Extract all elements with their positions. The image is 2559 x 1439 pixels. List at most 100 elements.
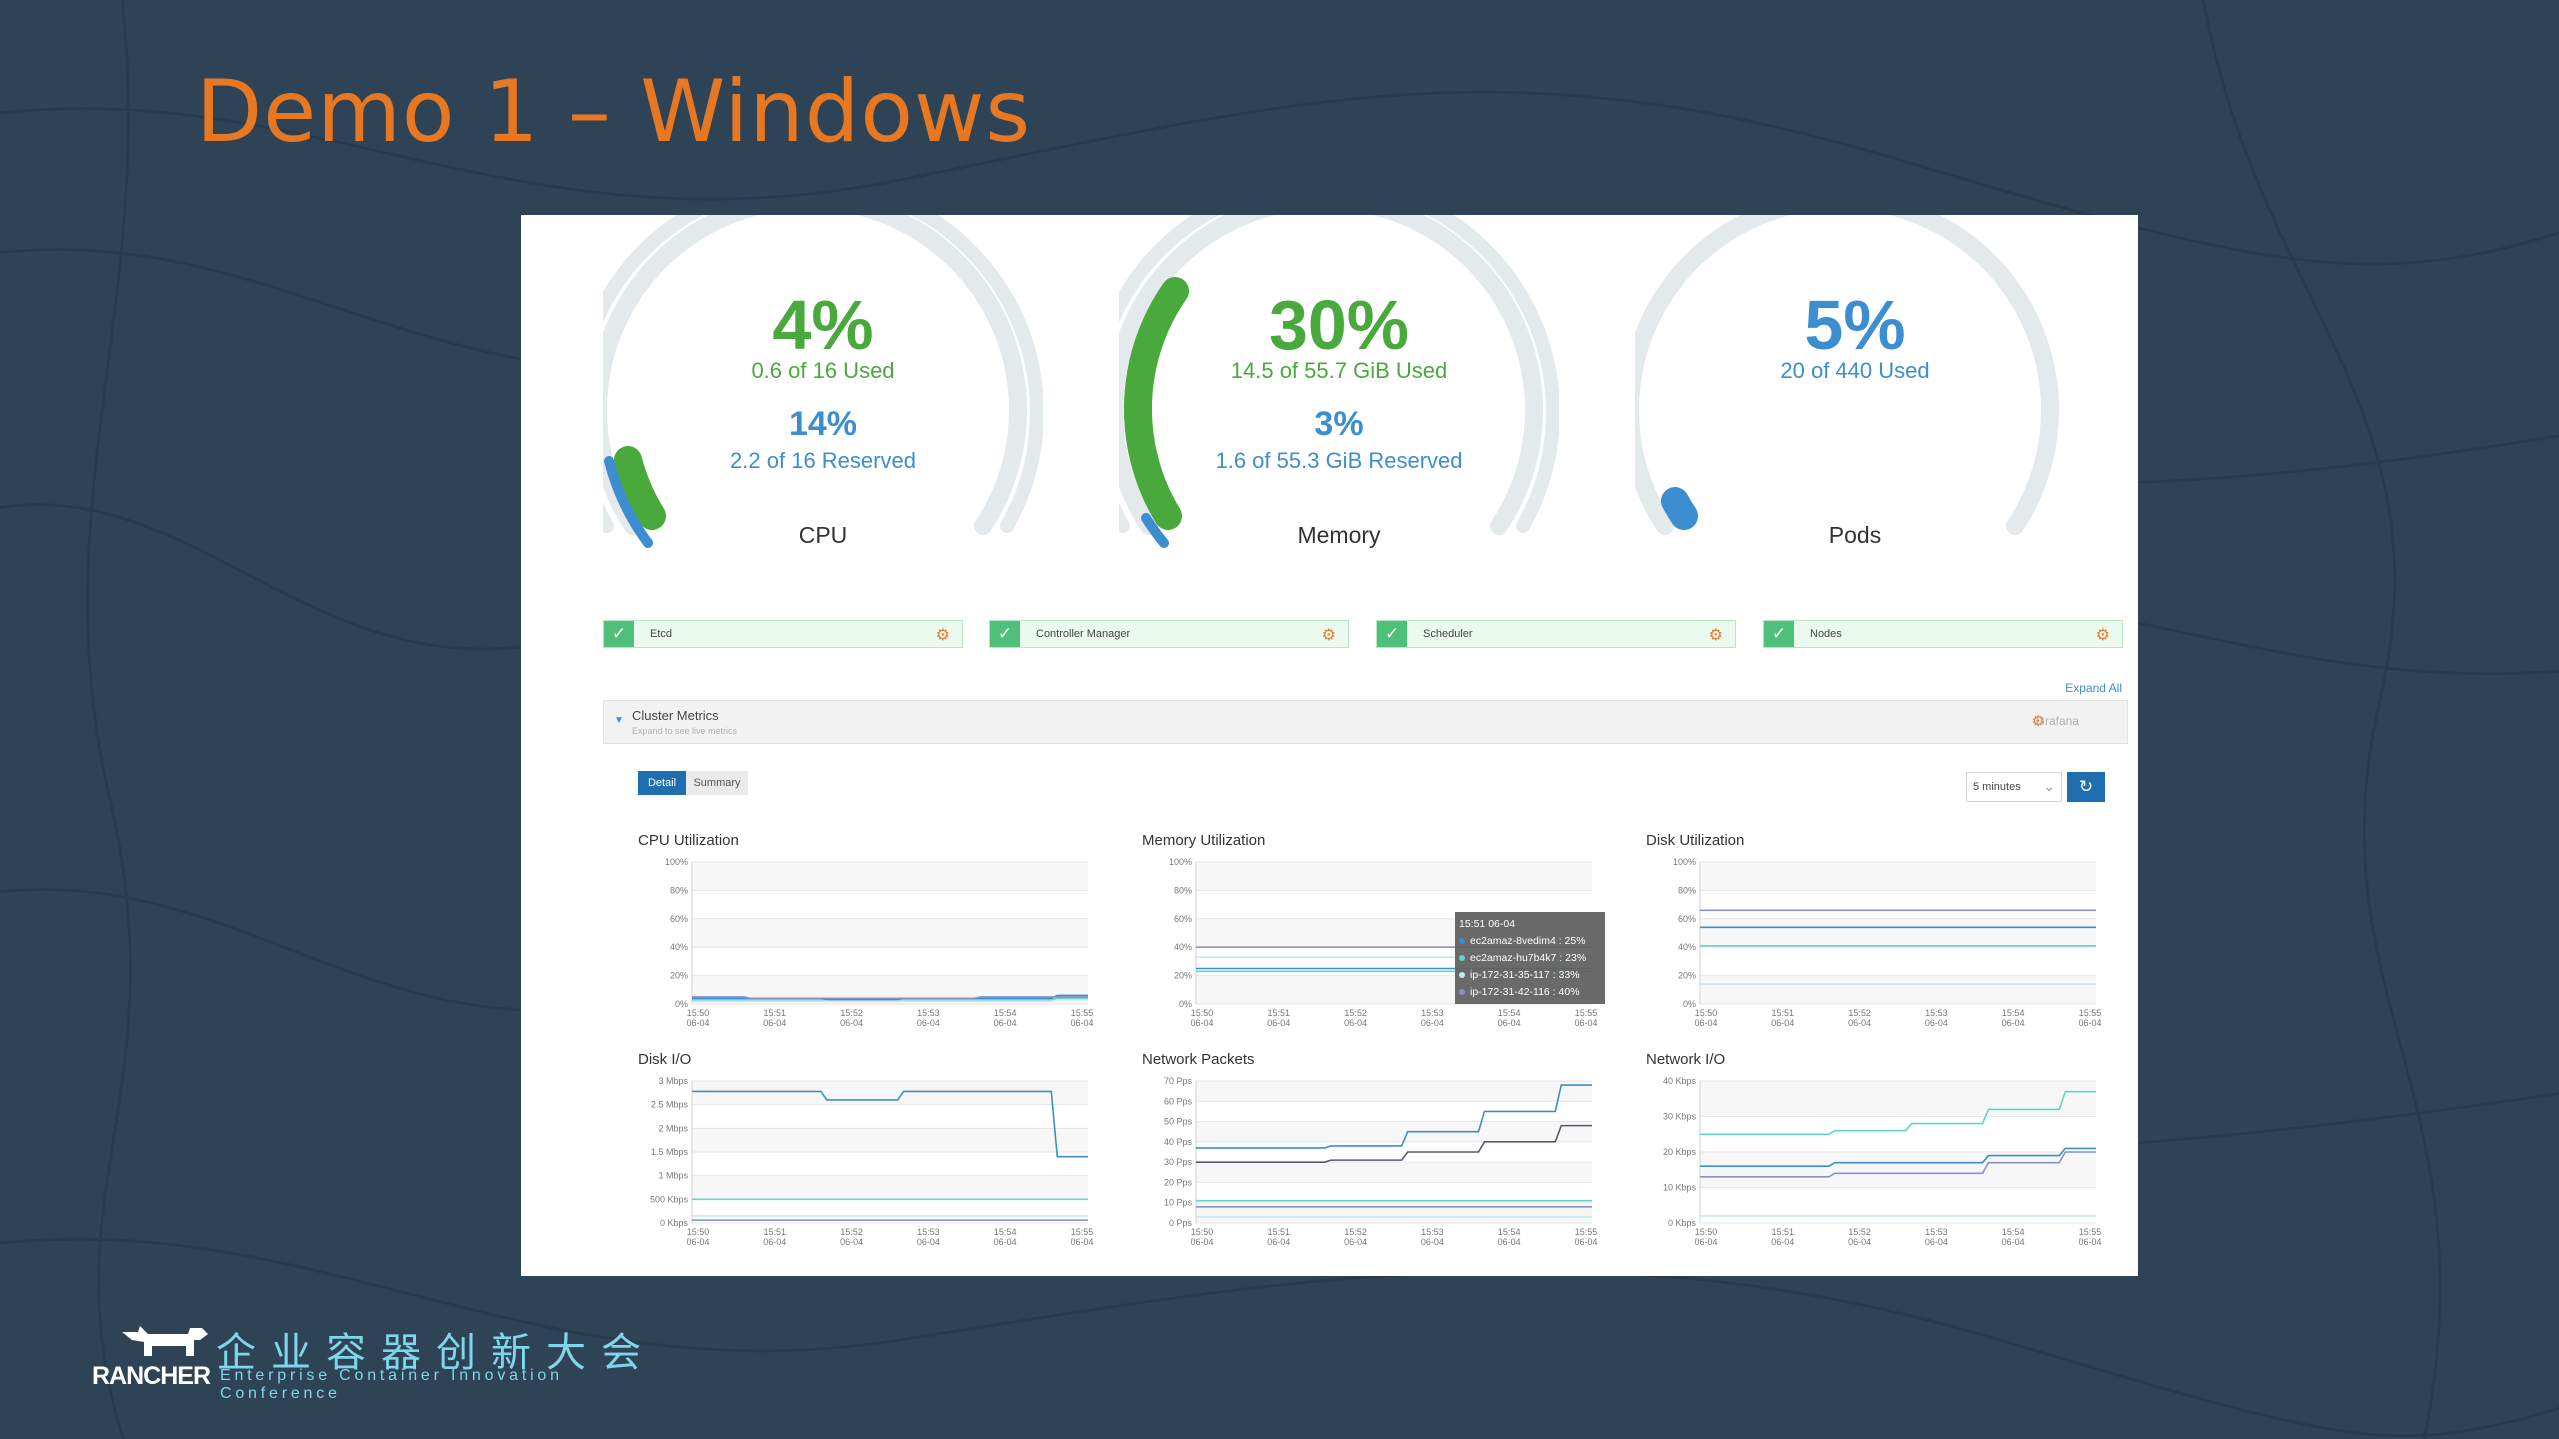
disk-utilization-chart: 100%80%60%40%20%0%15:5006-0415:5106-0415… bbox=[1673, 857, 2102, 1028]
cpu-label: CPU bbox=[798, 522, 848, 548]
y-tick-label: 40% bbox=[1678, 942, 1696, 952]
x-tick-label: 15:50 bbox=[1191, 1008, 1214, 1018]
grafana-icon[interactable]: ⚙ bbox=[2031, 713, 2045, 730]
grid-band bbox=[1700, 862, 2096, 891]
check-icon: ✓ bbox=[1764, 621, 1794, 647]
y-tick-label: 100% bbox=[665, 857, 688, 867]
x-tick-label: 15:53 bbox=[1925, 1227, 1948, 1237]
cluster-metrics-header[interactable]: ▼ Cluster Metrics Expand to see live met… bbox=[603, 700, 2128, 744]
x-tick-label: 15:55 bbox=[2079, 1227, 2102, 1237]
x-tick-label: 15:50 bbox=[687, 1227, 710, 1237]
time-range-select[interactable]: 5 minutes ⌄ bbox=[1966, 772, 2062, 802]
disk-utilization-panel: Disk Utilization 100% 80% 60% 40% 20% 0% 15:50… bbox=[1646, 832, 2106, 1047]
y-tick-label: 70 Pps bbox=[1164, 1076, 1193, 1086]
y-tick-label: 1.5 Mbps bbox=[651, 1147, 689, 1157]
memory-gauge: 30% 14.5 of 55.7 GiB Used 3% 1.6 of 55.3… bbox=[1119, 215, 1559, 555]
x-tick-label: 06-04 bbox=[686, 1237, 709, 1247]
grafana-icon[interactable]: ⚙ bbox=[1708, 627, 1723, 644]
series-line-1 bbox=[1196, 1124, 1592, 1163]
x-tick-label: 06-04 bbox=[763, 1237, 786, 1247]
chart-title: Memory Utilization bbox=[1142, 832, 1266, 849]
chart-title: Disk I/O bbox=[638, 1051, 692, 1068]
x-tick-label: 06-04 bbox=[1498, 1237, 1521, 1247]
x-tick-label: 06-04 bbox=[1190, 1018, 1213, 1028]
grafana-icon[interactable]: ⚙ bbox=[2095, 627, 2110, 644]
x-tick-label: 06-04 bbox=[1925, 1018, 1948, 1028]
tab-detail[interactable]: Detail bbox=[638, 771, 686, 795]
chart-title: Network Packets bbox=[1142, 1051, 1255, 1068]
x-tick-label: 15:50 bbox=[1695, 1227, 1718, 1237]
tooltip-row: ec2amaz-8vedim4 : 25% bbox=[1459, 935, 1601, 952]
expand-all-link[interactable]: Expand All bbox=[2065, 681, 2122, 695]
series-line-2 bbox=[692, 996, 1088, 1000]
refresh-button[interactable]: ↻ bbox=[2067, 772, 2105, 802]
tooltip-row-text: ip-172-31-42-116 : 40% bbox=[1470, 986, 1580, 998]
x-tick-label: 15:50 bbox=[1191, 1227, 1214, 1237]
grafana-icon[interactable]: ⚙ bbox=[1321, 627, 1336, 644]
x-tick-label: 15:53 bbox=[917, 1008, 940, 1018]
y-tick-label: 80% bbox=[670, 885, 688, 895]
tooltip-row-text: ip-172-31-35-117 : 33% bbox=[1470, 969, 1580, 981]
grid-band bbox=[692, 862, 1088, 891]
y-tick-label: 50 Pps bbox=[1164, 1117, 1193, 1127]
slide-title: Demo 1 – Windows bbox=[196, 62, 1032, 162]
x-tick-label: 15:53 bbox=[1421, 1008, 1444, 1018]
y-tick-label: 60% bbox=[1678, 914, 1696, 924]
rancher-dashboard-screenshot: 4% 0.6 of 16 Used 14% 2.2 of 16 Reserved… bbox=[521, 215, 2138, 1276]
x-tick-label: 06-04 bbox=[2002, 1018, 2025, 1028]
network-packets-panel: Network Packets 70 Pps 60 Pps 50 Pps 40 Pps… bbox=[1142, 1051, 1602, 1266]
x-tick-label: 06-04 bbox=[1848, 1237, 1871, 1247]
y-tick-label: 0 Pps bbox=[1169, 1218, 1193, 1228]
tooltip-row: ip-172-31-35-117 : 33% bbox=[1459, 969, 1601, 986]
memory-used-percent: 30% bbox=[1268, 286, 1410, 364]
x-tick-label: 15:54 bbox=[994, 1227, 1017, 1237]
chart-title: Network I/O bbox=[1646, 1051, 1726, 1068]
status-etcd[interactable]: ✓ Etcd ⚙ bbox=[603, 620, 963, 648]
x-tick-label: 15:50 bbox=[1695, 1008, 1718, 1018]
x-tick-label: 15:51 bbox=[764, 1227, 787, 1237]
status-controller-manager[interactable]: ✓ Controller Manager ⚙ bbox=[989, 620, 1349, 648]
x-tick-label: 06-04 bbox=[1574, 1018, 1597, 1028]
check-icon: ✓ bbox=[1377, 621, 1407, 647]
status-label: Nodes bbox=[1810, 628, 1842, 640]
x-tick-label: 06-04 bbox=[2078, 1018, 2101, 1028]
x-tick-label: 06-04 bbox=[917, 1018, 940, 1028]
y-tick-label: 500 Kbps bbox=[650, 1194, 689, 1204]
y-tick-label: 20% bbox=[1174, 971, 1192, 981]
x-tick-label: 06-04 bbox=[1694, 1237, 1717, 1247]
x-tick-label: 06-04 bbox=[1267, 1237, 1290, 1247]
y-tick-label: 20% bbox=[670, 971, 688, 981]
y-tick-label: 0% bbox=[675, 999, 688, 1009]
x-tick-label: 06-04 bbox=[2002, 1237, 2025, 1247]
x-tick-label: 15:52 bbox=[840, 1227, 863, 1237]
x-tick-label: 15:55 bbox=[1071, 1227, 1094, 1237]
y-tick-label: 0% bbox=[1179, 999, 1192, 1009]
x-tick-label: 06-04 bbox=[1344, 1237, 1367, 1247]
cpu-used-text: 0.6 of 16 Used bbox=[751, 358, 895, 383]
cpu-gauge: 4% 0.6 of 16 Used 14% 2.2 of 16 Reserved… bbox=[603, 215, 1043, 555]
caret-down-icon[interactable]: ▼ bbox=[614, 715, 624, 726]
tab-summary[interactable]: Summary bbox=[686, 771, 748, 795]
y-tick-label: 30 Pps bbox=[1164, 1157, 1193, 1167]
grafana-link[interactable]: Grafana bbox=[2035, 714, 2079, 728]
status-nodes[interactable]: ✓ Nodes ⚙ bbox=[1763, 620, 2123, 648]
memory-reserved-text: 1.6 of 55.3 GiB Reserved bbox=[1215, 448, 1463, 473]
series-dot-icon bbox=[1459, 955, 1465, 961]
rancher-cow-icon bbox=[122, 1326, 208, 1356]
x-tick-label: 15:55 bbox=[2079, 1008, 2102, 1018]
series-dot-icon bbox=[1459, 989, 1465, 995]
pods-gauge: 5% 20 of 440 Used Pods bbox=[1635, 215, 2075, 555]
x-tick-label: 06-04 bbox=[1267, 1018, 1290, 1028]
grid-band bbox=[692, 1175, 1088, 1200]
x-tick-label: 15:54 bbox=[994, 1008, 1017, 1018]
x-tick-label: 15:53 bbox=[917, 1227, 940, 1237]
memory-label: Memory bbox=[1297, 522, 1381, 548]
grafana-icon[interactable]: ⚙ bbox=[935, 627, 950, 644]
status-scheduler[interactable]: ✓ Scheduler ⚙ bbox=[1376, 620, 1736, 648]
cluster-metrics-subtitle: Expand to see live metrics bbox=[632, 726, 738, 736]
x-tick-label: 15:51 bbox=[1268, 1227, 1291, 1237]
series-line-3 bbox=[692, 998, 1088, 1002]
y-tick-label: 60 Pps bbox=[1164, 1096, 1193, 1106]
x-tick-label: 15:53 bbox=[1925, 1008, 1948, 1018]
